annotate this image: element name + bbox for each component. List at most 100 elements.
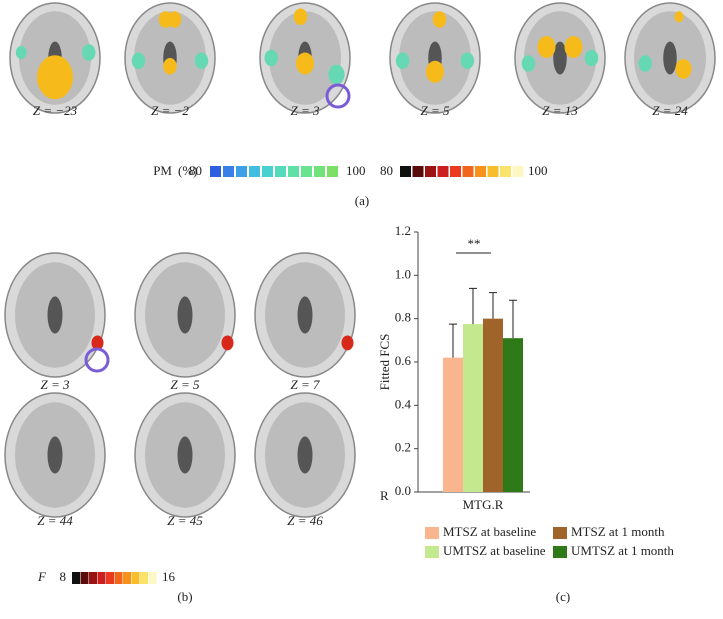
x-tick-label: MTG.R [463, 497, 504, 512]
slice-label: Z = 7 [290, 377, 320, 392]
y-axis-label: Fitted FCS [377, 334, 392, 391]
ventricle [553, 41, 567, 75]
activation [293, 8, 308, 25]
colorbar-cell [236, 166, 247, 177]
colorbar-cell [210, 166, 221, 177]
colorbar-cell [475, 166, 486, 177]
highlight [84, 347, 110, 373]
colorbar-cell [80, 572, 89, 584]
ventricle [663, 41, 677, 75]
colorbar-min: 80 [189, 163, 202, 178]
colorbar-max: 16 [162, 569, 176, 584]
activation [167, 11, 182, 28]
colorbar-cell [500, 166, 511, 177]
y-tick-label: 1.2 [395, 223, 411, 238]
error-bar [469, 287, 477, 325]
colorbar-cell [275, 166, 286, 177]
activation [341, 335, 354, 351]
colorbar-cell [131, 572, 140, 584]
side-label: R [380, 488, 389, 503]
colorbar-cell [148, 572, 157, 584]
activation [264, 49, 278, 67]
activation [82, 44, 96, 61]
colorbar-cell [114, 572, 123, 584]
colorbar-max: 100 [528, 163, 548, 178]
activation [426, 60, 444, 83]
legend-swatch [553, 546, 567, 558]
y-tick-label: 1.0 [395, 266, 411, 281]
annotation: ** [468, 236, 481, 251]
activation [537, 36, 556, 58]
colorbar-cell [89, 572, 97, 584]
colorbar-cell [262, 166, 273, 177]
colorbar-cell [301, 166, 312, 177]
ventricle [297, 296, 313, 334]
colorbar-min: 8 [60, 569, 67, 584]
activation [15, 45, 27, 60]
colorbar-unit: (%) [178, 163, 198, 178]
slice-label: Z = 44 [37, 513, 73, 528]
y-tick-label: 0.0 [395, 483, 411, 498]
slice-label: Z = −2 [151, 103, 189, 118]
colorbar-cell [437, 166, 449, 177]
slice-label: Z = 24 [652, 103, 688, 118]
y-tick-label: 0.4 [395, 396, 412, 411]
slice-label: Z = −23 [33, 103, 78, 118]
error-bar [489, 292, 497, 319]
colorbar-cell [97, 572, 106, 584]
colorbar-max: 100 [346, 163, 366, 178]
slice-label: Z = 5 [420, 103, 450, 118]
caption: (c) [556, 589, 570, 604]
highlight [325, 83, 351, 109]
colorbar-min: 80 [380, 163, 393, 178]
slice-label: Z = 13 [542, 103, 578, 118]
colorbar-cell [487, 166, 499, 177]
colorbar-cell [140, 572, 148, 584]
activation [296, 52, 314, 75]
ventricle [177, 436, 193, 474]
legend-swatch [425, 546, 439, 558]
slice-label: Z = 3 [40, 377, 70, 392]
colorbar-cell [450, 166, 461, 177]
activation [432, 11, 447, 28]
activation [584, 49, 599, 67]
caption: (a) [355, 193, 369, 208]
activation [221, 335, 234, 351]
colorbar-cell [106, 572, 114, 584]
activation [638, 55, 652, 72]
colorbar-cell [462, 166, 474, 177]
activation [91, 335, 104, 351]
colorbar-cell [327, 166, 338, 177]
bar [503, 338, 523, 492]
colorbar-cell [425, 166, 436, 177]
colorbar-cell [72, 572, 80, 584]
slice-label: Z = 5 [170, 377, 200, 392]
colorbar-cell [223, 166, 234, 177]
colorbar-cell [412, 166, 424, 177]
y-tick-label: 0.8 [395, 310, 411, 325]
ventricle [297, 436, 313, 474]
y-tick-label: 0.6 [395, 353, 412, 368]
colorbar-cell [288, 166, 299, 177]
slice-label: Z = 46 [287, 513, 323, 528]
legend-label: UMTSZ at baseline [443, 543, 546, 558]
legend-swatch [553, 527, 567, 539]
activation [328, 64, 345, 85]
colorbar-label: PM [153, 163, 172, 178]
colorbar-cell [249, 166, 260, 177]
activation [163, 58, 177, 75]
slice-label: Z = 3 [290, 103, 320, 118]
colorbar-cell [314, 166, 325, 177]
slice-label: Z = 45 [167, 513, 203, 528]
legend-swatch [425, 527, 439, 539]
activation [564, 36, 583, 58]
colorbar-label: F [37, 569, 47, 584]
caption: (b) [177, 589, 192, 604]
ventricle [47, 436, 63, 474]
activation [37, 55, 73, 100]
activation [674, 11, 684, 23]
error-bar [449, 323, 457, 358]
activation [521, 55, 536, 72]
legend-label: UMTSZ at 1 month [571, 543, 674, 558]
legend-label: MTSZ at 1 month [571, 524, 665, 539]
